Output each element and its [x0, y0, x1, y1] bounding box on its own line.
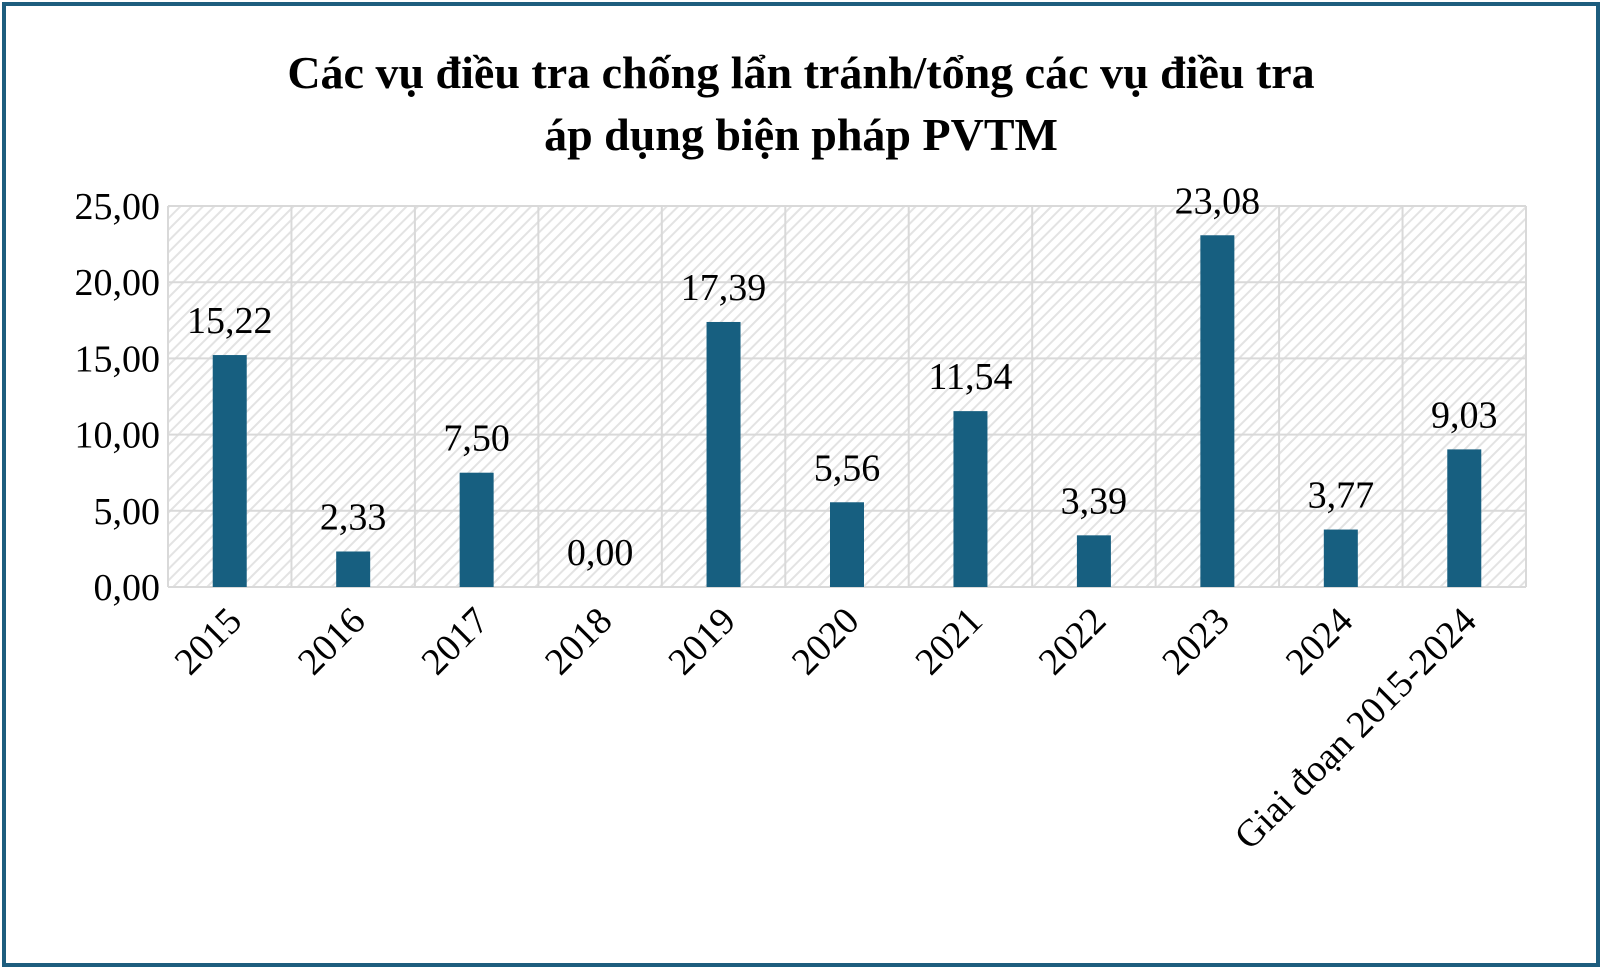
x-tick-label: 2017 — [414, 600, 497, 683]
data-label: 0,00 — [567, 532, 634, 574]
data-label: 3,39 — [1061, 480, 1128, 522]
x-tick-label: 2021 — [907, 600, 990, 683]
x-tick-label: 2019 — [660, 600, 743, 683]
bar — [336, 551, 371, 587]
x-tick-label: 2023 — [1154, 600, 1237, 683]
bar — [1200, 235, 1235, 587]
data-label: 2,33 — [320, 496, 387, 538]
chart-title: Các vụ điều tra chống lẩn tránh/tổng các… — [6, 42, 1596, 166]
bar — [830, 502, 864, 587]
x-tick-label: 2018 — [537, 600, 620, 683]
bar — [1076, 535, 1111, 587]
x-axis: 2015 2016 2017 2018 2019 2020 2021 2022 2023 2024… — [167, 600, 1485, 858]
bar — [459, 472, 494, 587]
x-tick-label: 2016 — [290, 600, 373, 683]
data-label: 17,39 — [681, 267, 767, 309]
bar — [953, 411, 988, 587]
data-label: 11,54 — [928, 356, 1012, 398]
chart-title-line-2: áp dụng biện pháp PVTM — [544, 109, 1058, 160]
y-tick-label: 20,00 — [75, 262, 161, 304]
x-tick-label: Giai đoạn 2015-2024 — [1227, 600, 1485, 858]
bar — [706, 321, 741, 587]
bar — [212, 355, 247, 587]
data-label: 15,22 — [187, 300, 273, 342]
data-label: 5,56 — [814, 447, 881, 489]
bar — [1323, 529, 1358, 587]
y-tick-label: 10,00 — [75, 415, 161, 457]
x-tick-label: 2022 — [1031, 600, 1114, 683]
y-axis: 0,00 5,00 10,00 15,00 20,00 25,00 — [75, 186, 161, 609]
y-tick-label: 15,00 — [75, 338, 161, 380]
bar — [1447, 449, 1482, 587]
data-label: 3,77 — [1308, 475, 1375, 517]
x-tick-label: 2015 — [167, 600, 250, 683]
y-tick-label: 5,00 — [94, 491, 161, 533]
bars — [212, 235, 1482, 587]
chart-title-line-1: Các vụ điều tra chống lẩn tránh/tổng các… — [287, 47, 1315, 98]
x-tick-label: 2020 — [784, 600, 867, 683]
data-label: 9,03 — [1431, 394, 1498, 436]
data-label: 23,08 — [1175, 180, 1261, 222]
y-tick-label: 0,00 — [94, 567, 161, 609]
x-tick-label: 2024 — [1278, 600, 1361, 683]
y-tick-label: 25,00 — [75, 186, 161, 228]
data-label: 7,50 — [443, 418, 510, 460]
gridlines — [167, 205, 1527, 588]
data-labels: 15,22 2,33 7,50 0,00 17,39 5,56 11,54 3,39 23,08… — [187, 180, 1498, 574]
bar-chart: 15,22 2,33 7,50 0,00 17,39 5,56 11,54 3,39 23,08… — [75, 180, 1527, 858]
